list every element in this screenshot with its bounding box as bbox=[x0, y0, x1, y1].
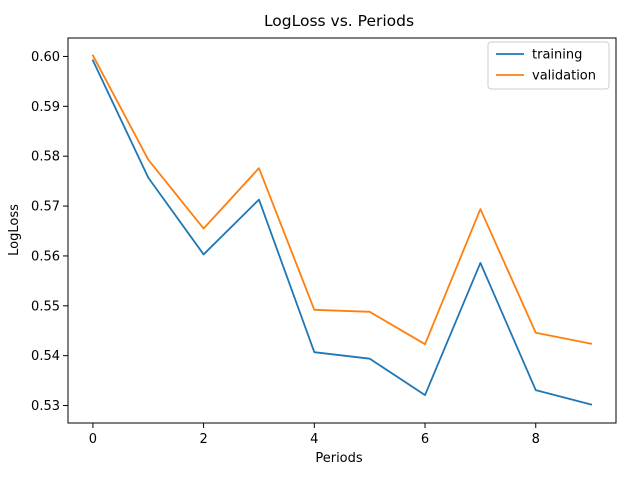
y-tick-label: 0.56 bbox=[31, 249, 60, 264]
y-tick-label: 0.57 bbox=[31, 200, 60, 215]
y-tick-label: 0.53 bbox=[31, 399, 60, 414]
legend-label-validation: validation bbox=[532, 69, 596, 84]
chart-title: LogLoss vs. Periods bbox=[264, 12, 414, 30]
legend: training validation bbox=[487, 41, 610, 90]
y-tick-label: 0.54 bbox=[31, 349, 60, 364]
y-tick-label: 0.60 bbox=[31, 50, 60, 65]
y-tick-label: 0.59 bbox=[31, 100, 60, 115]
x-axis-label: Periods bbox=[315, 451, 363, 466]
series-line-validation bbox=[91, 54, 593, 346]
x-tick-label: 0 bbox=[89, 432, 97, 447]
axes-frame bbox=[67, 37, 617, 424]
x-tick-label: 4 bbox=[310, 432, 318, 447]
plot-area bbox=[67, 37, 617, 424]
y-axis-ticks: 0.53 0.54 0.55 0.56 0.57 0.58 0.59 0.60 bbox=[31, 50, 68, 414]
y-axis-label: LogLoss bbox=[7, 204, 22, 256]
y-tick-label: 0.55 bbox=[31, 299, 60, 314]
series-line-training bbox=[91, 59, 593, 406]
x-tick-label: 2 bbox=[199, 432, 207, 447]
legend-label-training: training bbox=[532, 48, 582, 63]
series-layer bbox=[91, 54, 593, 406]
x-axis-ticks: 0 2 4 6 8 bbox=[89, 423, 540, 447]
x-tick-label: 8 bbox=[532, 432, 540, 447]
y-tick-label: 0.58 bbox=[31, 150, 60, 165]
x-tick-label: 6 bbox=[421, 432, 429, 447]
